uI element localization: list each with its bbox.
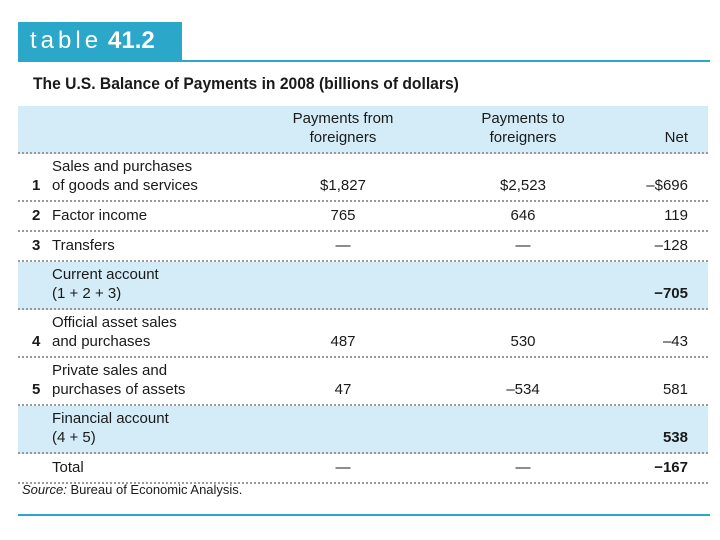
table-row: Current account (1 + 2 + 3) −705 (18, 262, 708, 310)
table: Payments from foreigners Payments to foreig… (18, 106, 708, 484)
payments-to: — (515, 237, 531, 254)
column-header: Payments from foreigners (278, 109, 408, 147)
row-number: 3 (32, 237, 41, 254)
table-row: 4 Official asset sales and purchases 487 530… (18, 310, 708, 358)
table-row: Financial account (4 + 5) 538 (18, 406, 708, 454)
table-tag: table 41.2 (18, 22, 182, 60)
header-line: Net (664, 129, 688, 146)
label-line: Factor income (52, 207, 148, 224)
header-line: foreigners (489, 129, 557, 146)
label-line: Financial account (52, 410, 169, 427)
table-row: Total — — −167 (18, 454, 708, 484)
net: 119 (664, 207, 688, 224)
label-line: (4 + 5) (52, 429, 96, 446)
payments-from: — (335, 237, 351, 254)
payments-from: — (335, 459, 351, 476)
header-line: foreigners (309, 129, 377, 146)
payments-to: $2,523 (500, 177, 546, 194)
source-label: Source: (22, 482, 67, 497)
label-line: and purchases (52, 333, 151, 350)
table-row: 3 Transfers — — –128 (18, 232, 708, 262)
table-row: 1 Sales and purchases of goods and service… (18, 154, 708, 202)
payments-from: 487 (330, 333, 356, 350)
row-label: Transfers (52, 236, 115, 255)
row-label: Factor income (52, 206, 147, 225)
payments-to: 646 (510, 207, 536, 224)
row-label: Financial account (4 + 5) (52, 409, 169, 447)
row-label: Current account (1 + 2 + 3) (52, 265, 159, 303)
row-number: 4 (32, 333, 41, 350)
net: −705 (654, 285, 688, 302)
header-line: Payments from (292, 110, 394, 127)
table-row: 5 Private sales and purchases of assets 47 –… (18, 358, 708, 406)
label-line: Current account (52, 266, 159, 283)
row-label: Official asset sales and purchases (52, 313, 177, 351)
row-label: Sales and purchases of goods and services (52, 157, 198, 195)
payments-to: –534 (506, 381, 540, 398)
net: −167 (654, 459, 688, 476)
rule (18, 514, 710, 516)
net: –43 (662, 333, 688, 350)
row-number: 1 (32, 177, 41, 194)
net: 538 (662, 429, 688, 446)
payments-from: $1,827 (320, 177, 366, 194)
label-line: of goods and services (52, 177, 198, 194)
header-row: Payments from foreigners Payments to foreig… (18, 106, 708, 154)
rule (18, 60, 710, 62)
header-line: Payments to (481, 110, 565, 127)
source: Source: Bureau of Economic Analysis. (22, 482, 242, 497)
tag-label: table (30, 27, 103, 54)
source-text: Bureau of Economic Analysis. (70, 482, 243, 497)
net: 581 (662, 381, 688, 398)
label-line: Private sales and (52, 362, 168, 379)
column-header: Payments to foreigners (458, 109, 588, 147)
payments-from: 47 (334, 381, 352, 398)
table-row: 2 Factor income 765 646 119 (18, 202, 708, 232)
net: –128 (654, 237, 688, 254)
column-header: Net (665, 128, 688, 147)
label-line: (1 + 2 + 3) (52, 285, 122, 302)
label-line: Transfers (52, 237, 115, 254)
label-line: Total (52, 459, 84, 476)
label-line: Official asset sales (52, 314, 177, 331)
payments-to: 530 (510, 333, 536, 350)
row-label: Private sales and purchases of assets (52, 361, 185, 399)
payments-to: — (515, 459, 531, 476)
row-label: Total (52, 458, 84, 477)
table-title: The U.S. Balance of Payments in 2008 (bi… (33, 74, 459, 93)
net: –$696 (646, 177, 688, 194)
row-number: 5 (32, 381, 41, 398)
tag-number: 41.2 (108, 27, 155, 54)
row-number: 2 (32, 207, 41, 224)
label-line: Sales and purchases (52, 158, 193, 175)
payments-from: 765 (330, 207, 356, 224)
label-line: purchases of assets (52, 381, 186, 398)
